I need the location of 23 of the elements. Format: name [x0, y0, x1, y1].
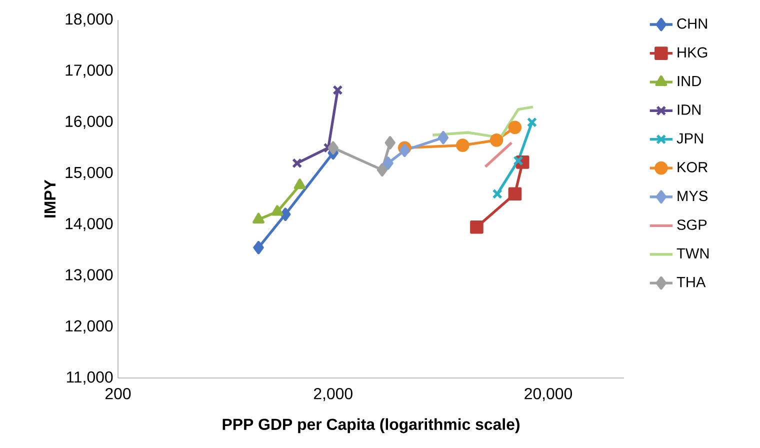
y-tick-label: 18,000 — [66, 13, 113, 27]
legend-label: KOR — [678, 162, 708, 172]
legend-label: TWN — [676, 248, 709, 258]
y-tick-label: 11,000 — [66, 371, 113, 385]
x-tick-label: 2,000 — [314, 388, 352, 402]
legend-label: JPN — [676, 133, 703, 144]
x-axis-title: PPP GDP per Capita (logarithmic scale) — [222, 418, 520, 434]
legend-label: SGP — [677, 220, 707, 230]
x-tick-label: 200 — [106, 388, 131, 400]
y-tick-label: 15,000 — [66, 166, 113, 180]
legend-label: CHN — [677, 18, 707, 29]
y-tick-label: 12,000 — [66, 320, 113, 334]
y-tick-label: 14,000 — [66, 218, 113, 232]
legend-label: HKG — [678, 47, 708, 58]
legend-label: MYS — [678, 190, 708, 202]
legend-label: IND — [678, 76, 701, 86]
legend-label: IDN — [678, 104, 700, 115]
y-tick-label: 13,000 — [66, 269, 113, 282]
legend-label: THA — [676, 277, 706, 288]
y-tick-label: 17,000 — [66, 64, 113, 78]
x-tick-label: 20,000 — [524, 388, 572, 402]
y-axis-title: IMPY — [44, 180, 56, 218]
y-tick-label: 16,000 — [66, 116, 113, 129]
